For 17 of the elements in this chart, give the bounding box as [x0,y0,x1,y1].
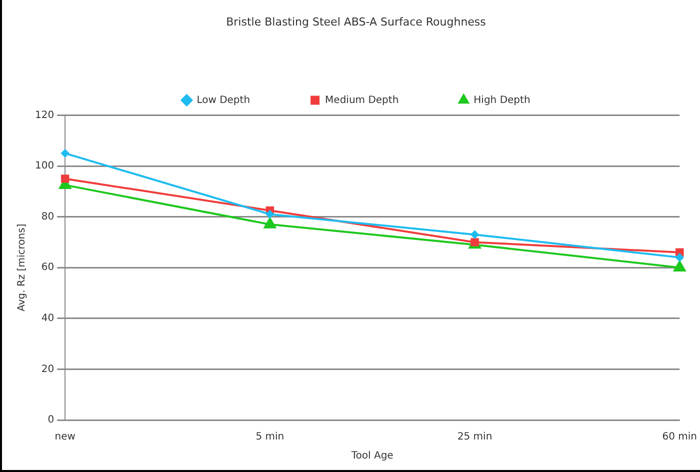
y-tick-label: 120 [34,110,54,121]
legend-label: High Depth [474,94,530,106]
y-tick-label: 60 [41,262,54,274]
x-tick-label: new [54,432,76,443]
y-tick-label: 80 [41,211,54,222]
y-axis-title: Avg. Rz [microns] [16,224,28,312]
y-tick-label: 100 [34,160,54,172]
y-tick-label: 40 [41,312,54,324]
x-tick-label: 60 min [662,432,697,443]
legend-label: Medium Depth [325,94,399,106]
y-tick-label: 20 [41,364,54,375]
chart-title: Bristle Blasting Steel ABS-A Surface Roughness [226,15,486,28]
x-tick-label: 25 min [457,432,492,443]
legend-label: Low Depth [196,94,250,106]
y-tick-label: 0 [48,414,54,426]
x-tick-label: 5 min [256,432,284,443]
x-axis-title: Tool Age [350,450,394,462]
